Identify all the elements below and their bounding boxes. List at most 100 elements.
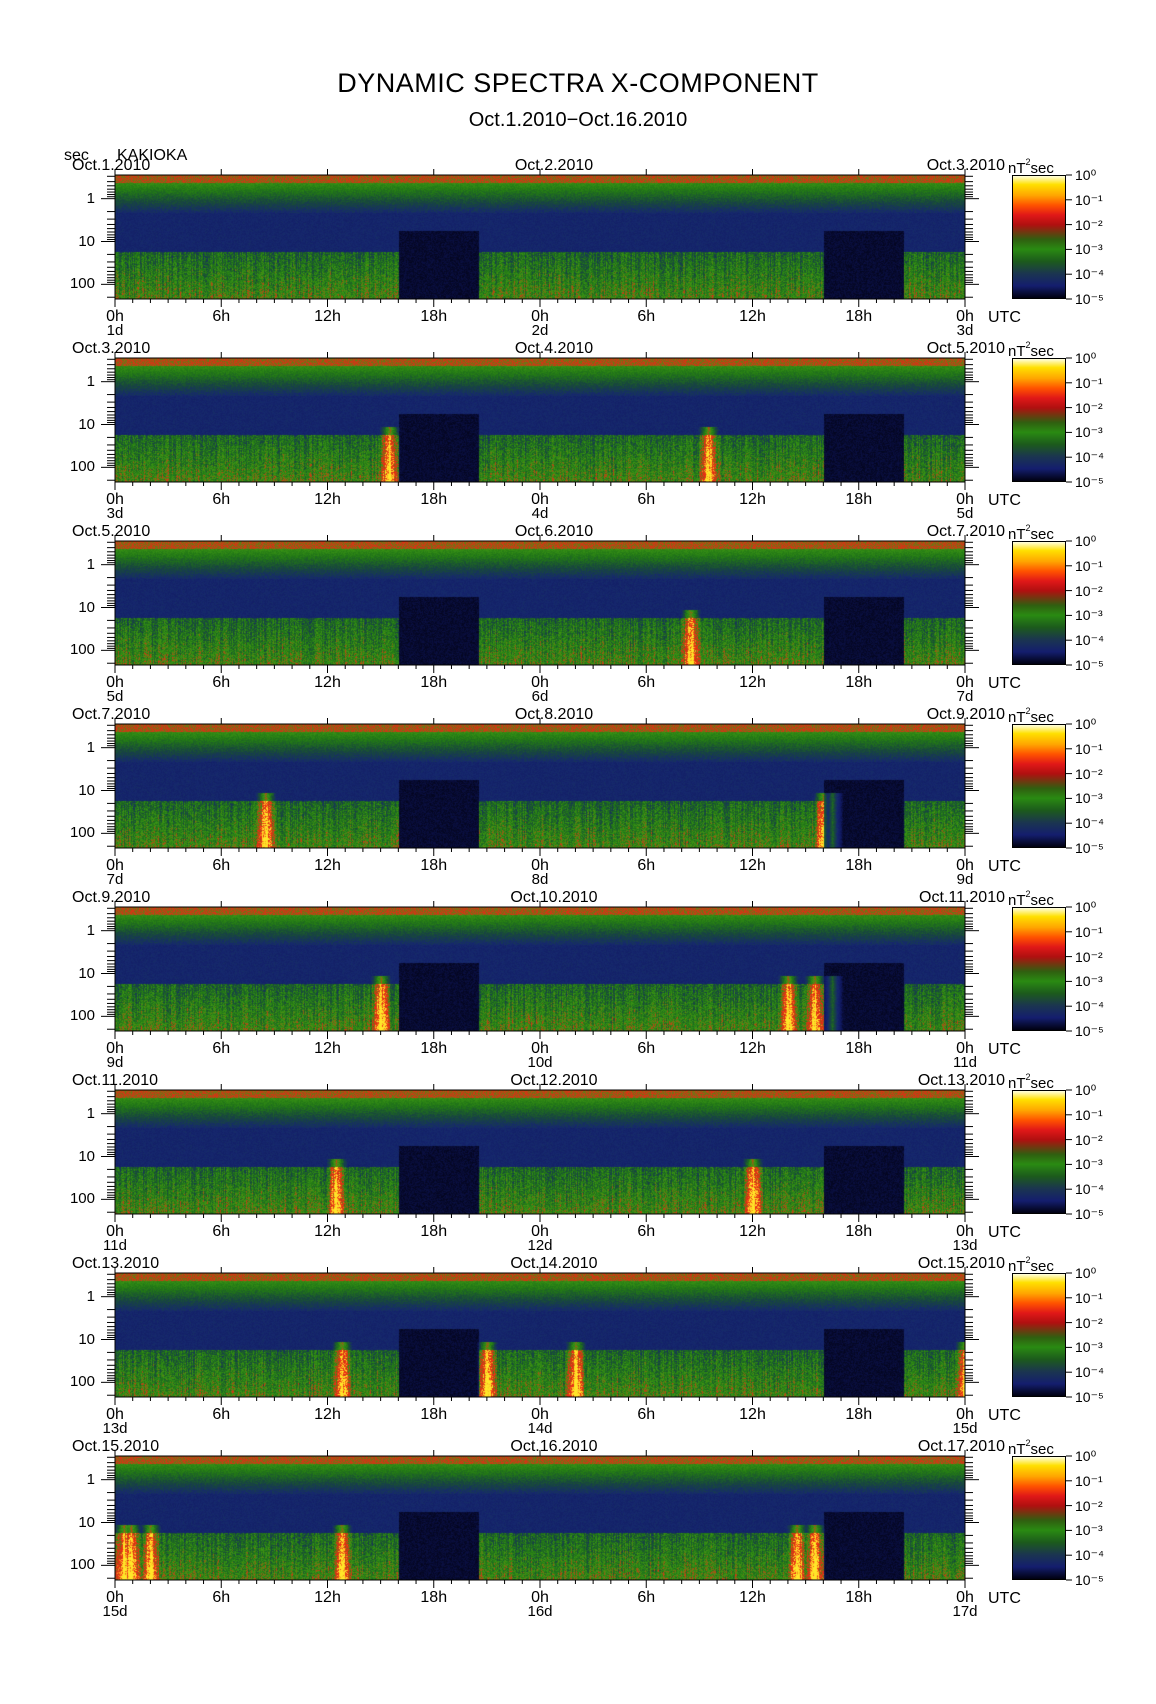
power-unit-label: nT2sec bbox=[1008, 523, 1054, 543]
day-label: 15d bbox=[102, 1603, 128, 1620]
x-tick-label: 12h bbox=[314, 857, 341, 874]
x-tick-label: 0h bbox=[956, 491, 974, 508]
y-tick-label: 1 bbox=[86, 189, 95, 207]
colorbar-tick-label: 10⁻¹ bbox=[1075, 557, 1103, 574]
colorbar-tick-label: 10⁻⁵ bbox=[1075, 840, 1104, 856]
x-tick-label: 18h bbox=[845, 1040, 873, 1057]
x-tick-label: 12h bbox=[739, 674, 766, 691]
day-label: 17d bbox=[952, 1603, 978, 1620]
y-tick-label: 100 bbox=[69, 1007, 95, 1025]
x-tick-label: 6h bbox=[637, 308, 656, 325]
colorbar-tick-label: 10⁻⁵ bbox=[1075, 1572, 1104, 1588]
panel-date-start: Oct.5.2010 bbox=[72, 523, 151, 540]
x-tick-label: 18h bbox=[420, 1040, 448, 1057]
power-unit-label: nT2sec bbox=[1008, 1438, 1054, 1458]
panel-date-end: Oct.5.2010 bbox=[926, 340, 1005, 357]
panel-axes bbox=[101, 535, 979, 673]
x-tick-label: 6h bbox=[212, 1406, 231, 1423]
day-label: 13d bbox=[102, 1420, 128, 1437]
y-tick-label: 1 bbox=[86, 555, 95, 573]
y-tick-label: 1 bbox=[86, 1104, 95, 1122]
day-label: 14d bbox=[527, 1420, 553, 1437]
colorbar bbox=[1012, 1090, 1066, 1214]
colorbar-tick-label: 10⁻² bbox=[1075, 1314, 1103, 1331]
y-tick-label: 10 bbox=[78, 1513, 95, 1531]
colorbar-tick-label: 10⁻⁴ bbox=[1075, 449, 1104, 466]
day-label: 3d bbox=[106, 505, 124, 522]
spectrogram-image bbox=[115, 358, 965, 482]
x-axis-unit-label: UTC bbox=[988, 858, 1021, 875]
x-tick-label: 18h bbox=[845, 308, 873, 325]
spectrogram-image bbox=[115, 175, 965, 299]
colorbar-ticks bbox=[1066, 1272, 1072, 1398]
colorbar bbox=[1012, 358, 1066, 482]
x-tick-label: 12h bbox=[314, 308, 341, 325]
colorbar-tick-label: 10⁻¹ bbox=[1075, 1289, 1103, 1306]
spectrogram-panel: Oct.5.2010 Oct.6.2010 Oct.7.2010 nT2sec 1 10 1… bbox=[0, 523, 1156, 706]
x-tick-label: 6h bbox=[212, 674, 231, 691]
spectrogram-plot-area bbox=[115, 1090, 965, 1214]
x-tick-label: 6h bbox=[637, 1223, 656, 1240]
colorbar-ticks bbox=[1066, 540, 1072, 666]
x-tick-label: 12h bbox=[314, 1589, 341, 1606]
x-tick-label: 6h bbox=[212, 308, 231, 325]
colorbar-tick-label: 10⁻⁴ bbox=[1075, 1364, 1104, 1381]
panel-date-start: Oct.15.2010 bbox=[72, 1438, 160, 1455]
day-label: 3d bbox=[956, 322, 974, 339]
panel-date-end: Oct.3.2010 bbox=[926, 157, 1005, 174]
spectrogram-panel: Oct.15.2010 Oct.16.2010 Oct.17.2010 nT2sec 1… bbox=[0, 1438, 1156, 1621]
spectrogram-panel: Oct.3.2010 Oct.4.2010 Oct.5.2010 nT2sec 1 10 1… bbox=[0, 340, 1156, 523]
spectrogram-plot-area bbox=[115, 907, 965, 1031]
spectrogram-image bbox=[115, 1273, 965, 1397]
colorbar-tick-label: 10⁻³ bbox=[1075, 790, 1103, 807]
power-unit-label: nT2sec bbox=[1008, 889, 1054, 909]
panel-date-end: Oct.11.2010 bbox=[919, 889, 1005, 906]
day-label: 5d bbox=[956, 505, 974, 522]
x-tick-label: 6h bbox=[212, 857, 231, 874]
x-tick-label: 18h bbox=[845, 857, 873, 874]
y-tick-label: 100 bbox=[69, 641, 95, 659]
x-tick-label: 0h bbox=[956, 1223, 974, 1240]
y-tick-label: 100 bbox=[69, 1190, 95, 1208]
day-label: 13d bbox=[952, 1237, 978, 1254]
colorbar-tick-label: 10⁻⁴ bbox=[1075, 1181, 1104, 1198]
y-tick-label: 100 bbox=[69, 1556, 95, 1574]
x-tick-label: 0h bbox=[956, 308, 974, 325]
colorbar-tick-label: 10⁻⁴ bbox=[1075, 815, 1104, 832]
x-tick-label: 0h bbox=[531, 857, 549, 874]
colorbar-tick-label: 10⁻⁴ bbox=[1075, 632, 1104, 649]
panel-date-end: Oct.7.2010 bbox=[926, 523, 1005, 540]
panel-date-mid: Oct.2.2010 bbox=[514, 157, 594, 174]
colorbar-tick-label: 10⁻⁴ bbox=[1075, 266, 1104, 283]
x-tick-label: 18h bbox=[420, 308, 448, 325]
power-unit-label: nT2sec bbox=[1008, 706, 1054, 726]
colorbar-tick-label: 10⁻¹ bbox=[1075, 374, 1103, 391]
x-tick-label: 18h bbox=[845, 1589, 873, 1606]
x-tick-label: 0h bbox=[531, 1406, 549, 1423]
y-tick-label: 1 bbox=[86, 921, 95, 939]
x-tick-label: 12h bbox=[314, 674, 341, 691]
y-tick-label: 10 bbox=[78, 415, 95, 433]
colorbar bbox=[1012, 1273, 1066, 1397]
colorbar-tick-label: 10⁰ bbox=[1075, 1082, 1097, 1098]
x-tick-label: 6h bbox=[637, 1040, 656, 1057]
x-axis-unit-label: UTC bbox=[988, 1224, 1021, 1241]
colorbar-tick-label: 10⁻⁴ bbox=[1075, 1547, 1104, 1564]
colorbar-tick-label: 10⁻⁴ bbox=[1075, 998, 1104, 1015]
power-unit-label: nT2sec bbox=[1008, 1255, 1054, 1275]
x-axis-unit-label: UTC bbox=[988, 309, 1021, 326]
x-tick-label: 12h bbox=[314, 1406, 341, 1423]
panel-date-end: Oct.15.2010 bbox=[917, 1255, 1005, 1272]
spectrogram-plot-area bbox=[115, 1273, 965, 1397]
panel-axes bbox=[101, 169, 979, 307]
day-label: 7d bbox=[956, 688, 974, 705]
x-tick-label: 18h bbox=[420, 674, 448, 691]
x-tick-label: 0h bbox=[106, 857, 124, 874]
x-tick-label: 12h bbox=[739, 1223, 766, 1240]
colorbar-tick-label: 10⁻¹ bbox=[1075, 1106, 1103, 1123]
chart-subtitle: Oct.1.2010−Oct.16.2010 bbox=[468, 109, 688, 131]
panel-axes bbox=[101, 718, 979, 856]
colorbar-tick-label: 10⁻⁵ bbox=[1075, 1389, 1104, 1405]
colorbar-tick-label: 10⁰ bbox=[1075, 716, 1097, 732]
day-label: 11d bbox=[953, 1054, 977, 1071]
